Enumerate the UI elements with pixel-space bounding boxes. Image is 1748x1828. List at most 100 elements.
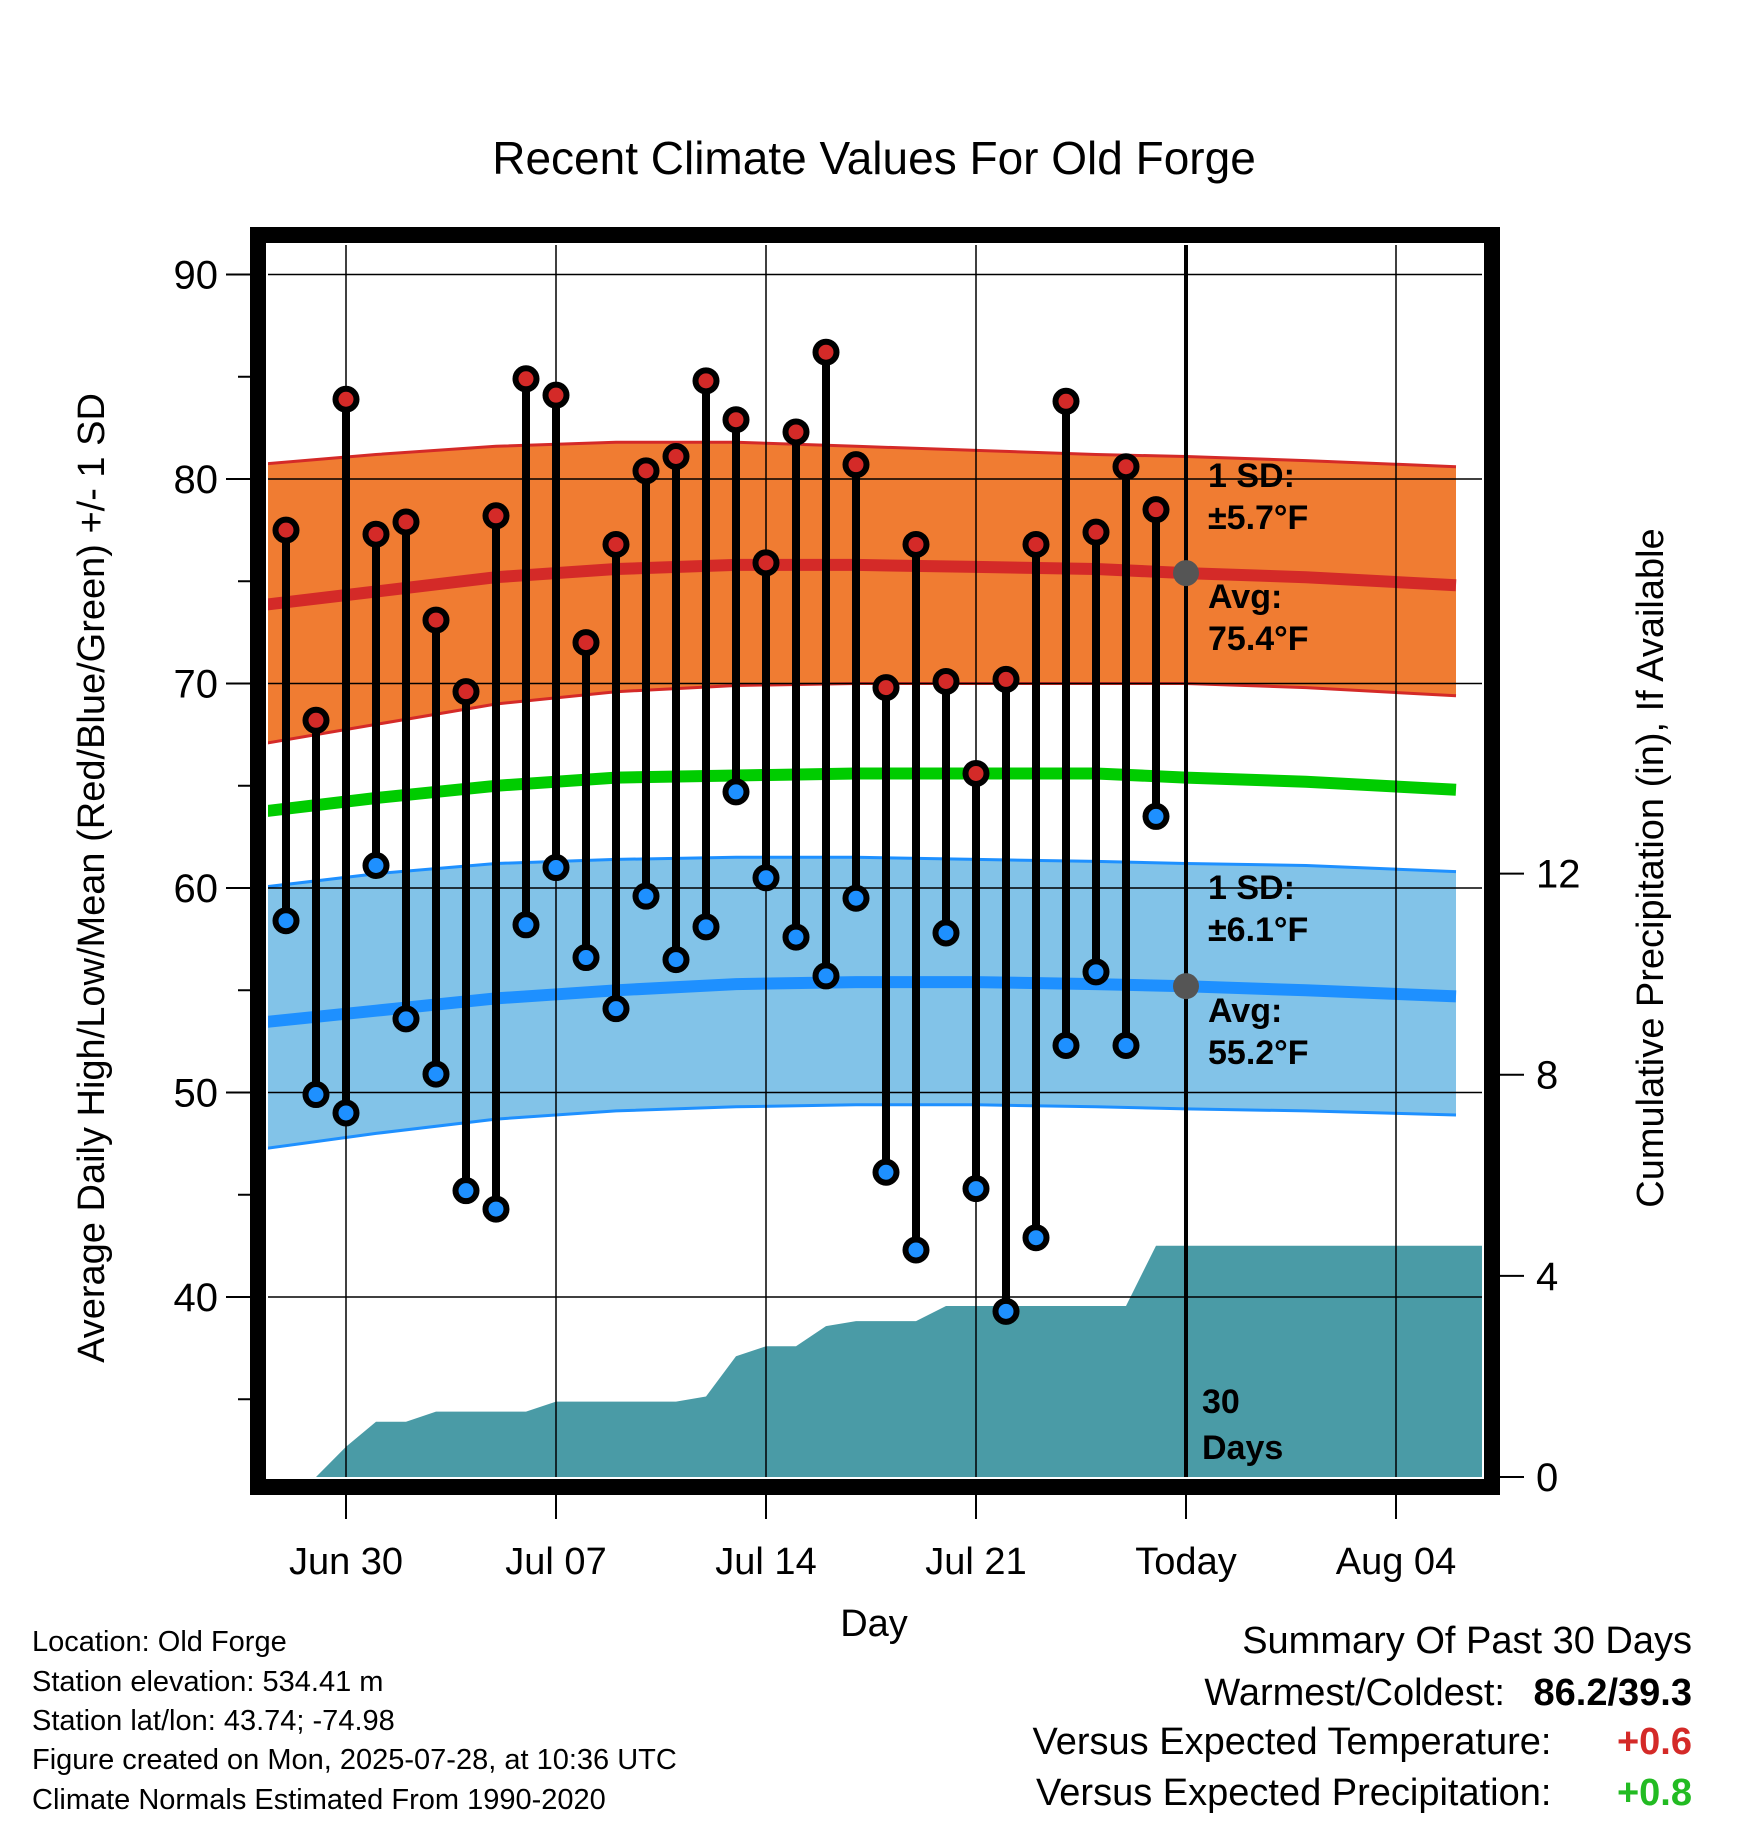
observed-low-point [1112,1031,1140,1059]
observed-low-point [842,884,870,912]
observed-low-point [512,911,540,939]
observed-low-point [1052,1031,1080,1059]
observed-low-point [872,1158,900,1186]
observed-low-point [992,1297,1020,1325]
observed-high-point [602,530,630,558]
plot-area [268,245,1482,1477]
high-sd-label: 1 SD: [1208,457,1295,495]
low-sd-band [268,857,1456,1149]
info-location: Location: Old Forge [32,1626,287,1658]
info-created: Figure created on Mon, 2025-07-28, at 10… [32,1744,677,1776]
observed-low-point [1082,958,1110,986]
y-left-tick-label: 90 [174,254,219,298]
info-elevation: Station elevation: 534.41 m [32,1666,384,1698]
observed-low-point [332,1099,360,1127]
summary-precip-value: +0.8 [1616,1772,1692,1814]
summary-temp: Versus Expected Temperature: +0.6 [1033,1721,1692,1764]
summary-precip: Versus Expected Precipitation: +0.8 [1036,1772,1692,1815]
observed-high-point [572,629,600,657]
observed-high-point [842,451,870,479]
high-sd-upper-line [268,440,1457,469]
observed-high-point [812,338,840,366]
low-avg-value: 55.2°F [1208,1034,1309,1072]
summary-precip-label: Versus Expected Precipitation: [1036,1772,1552,1814]
observed-high-point [632,457,660,485]
today-low-avg-marker [1173,973,1199,1000]
summary-warm-cold: Warmest/Coldest: 86.2/39.3 [1204,1672,1692,1715]
observed-high-point [482,502,510,530]
y-left-tick-label: 40 [174,1276,219,1320]
today-high-avg-marker [1173,560,1199,587]
observed-high-point [512,365,540,393]
y-right-tick-label: 12 [1536,853,1581,897]
observed-low-point [482,1195,510,1223]
low-sd-value: ±6.1°F [1208,911,1308,949]
summary-temp-label: Versus Expected Temperature: [1032,1721,1552,1763]
observed-high-point [1082,518,1110,546]
summary-title: Summary Of Past 30 Days [1242,1620,1692,1662]
summary-warm-cold-label: Warmest/Coldest: [1204,1672,1505,1714]
observed-low-point [752,864,780,892]
y-left-tick-label: 70 [174,663,219,707]
low-sd-lower-line [268,1103,1457,1150]
y-axis-left-label: Average Daily High/Low/Mean (Red/Blue/Gr… [71,393,113,1363]
observed-low-point [662,946,690,974]
summary-temp-value: +0.6 [1616,1721,1692,1763]
observed-low-point [452,1177,480,1205]
high-avg-value: 75.4°F [1208,620,1309,658]
observed-low-point [1022,1224,1050,1252]
chart-title: Recent Climate Values For Old Forge [492,132,1256,184]
observed-low-point [602,995,630,1023]
x-tick-label: Today [1135,1541,1236,1583]
y-left-tick-label: 50 [174,1072,219,1116]
high-avg-label: Avg: [1208,578,1282,616]
x-tick-label: Jun 30 [289,1541,403,1583]
high-sd-value: ±5.7°F [1208,499,1308,537]
observed-high-point [662,443,690,471]
info-normals: Climate Normals Estimated From 1990-2020 [32,1784,606,1816]
observed-high-point [362,520,390,548]
observed-high-point [752,549,780,577]
today-window-label-1: 30 [1202,1383,1240,1421]
observed-high-point [722,406,750,434]
observed-low-point [392,1005,420,1033]
observed-high-point [992,665,1020,693]
y-left-tick-label: 80 [174,458,219,502]
observed-high-point [1142,496,1170,524]
observed-low-point [362,852,390,880]
summary-warm-cold-value: 86.2/39.3 [1533,1672,1692,1714]
observed-low-point [632,882,660,910]
plot-frame [250,227,1500,1495]
y-right-tick-label: 4 [1536,1255,1558,1299]
low-avg-label: Avg: [1208,992,1282,1030]
observed-low-point [422,1060,450,1088]
observed-low-point [812,962,840,990]
observed-low-point [902,1236,930,1264]
today-window-label-2: Days [1202,1429,1283,1467]
y-right-tick-label: 0 [1536,1456,1558,1500]
x-tick-label: Jul 07 [505,1541,606,1583]
observed-high-point [902,530,930,558]
observed-low-point [932,919,960,947]
low-sd-label: 1 SD: [1208,869,1295,907]
observed-high-point [1052,387,1080,415]
observed-high-point [782,418,810,446]
observed-high-point [452,678,480,706]
y-right-tick-label: 8 [1536,1054,1558,1098]
observed-low-point [542,854,570,882]
observed-high-point [692,367,720,395]
info-latlon: Station lat/lon: 43.74; -74.98 [32,1705,395,1737]
x-axis-label: Day [840,1603,908,1645]
observed-high-point [302,706,330,734]
observed-low-point [962,1175,990,1203]
observed-high-point [1022,530,1050,558]
observed-high-point [962,759,990,787]
observed-low-point [782,923,810,951]
x-tick-label: Jul 14 [715,1541,816,1583]
observed-high-point [392,508,420,536]
x-tick-label: Jul 21 [925,1541,1026,1583]
y-left-tick-label: 60 [174,867,219,911]
observed-high-point [272,516,300,544]
precip-area [268,1245,1482,1477]
